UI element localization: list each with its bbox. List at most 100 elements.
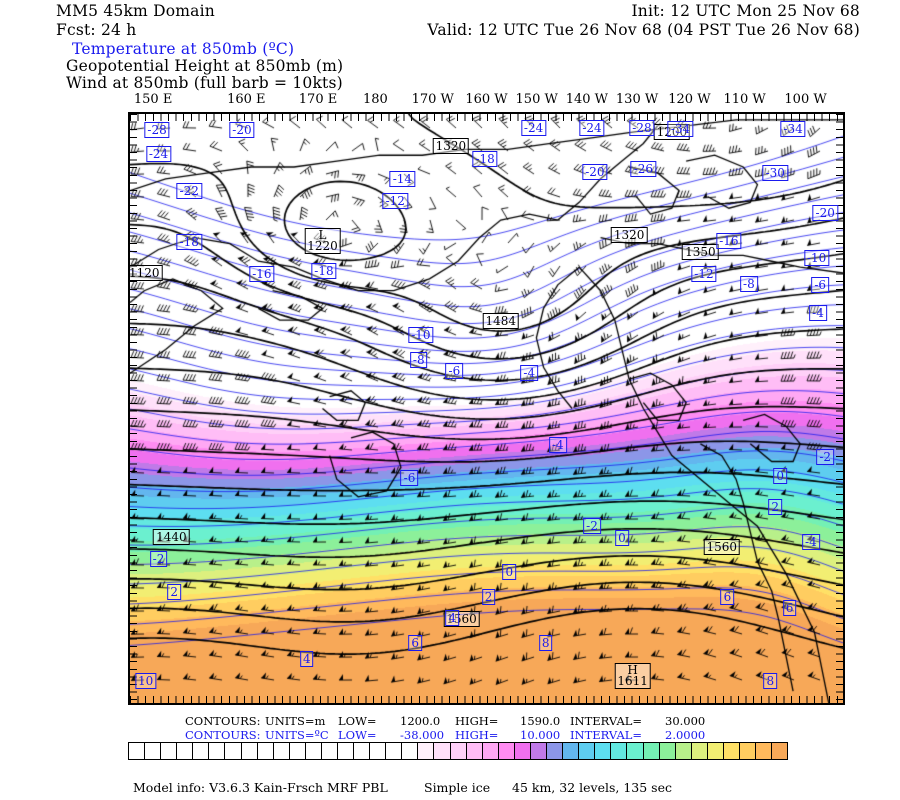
temperature-contour-label: -20: [229, 122, 255, 139]
colorbar-cell: [739, 743, 757, 759]
temperature-contour-label: -4: [520, 365, 539, 382]
legend-temp-interval-label: INTERVAL=: [570, 728, 643, 742]
temperature-contour-label: -12: [382, 193, 408, 210]
colorbar-cell: [241, 743, 258, 759]
temperature-contour-label: 4: [299, 650, 314, 667]
colorbar-cell: [772, 743, 788, 759]
model-info-physics: Model info: V3.6.3 Kain-Frsch MRF PBL: [133, 780, 388, 795]
colorbar-cell: [659, 743, 676, 759]
init-time: Init: 12 UTC Mon 25 Nov 68: [631, 2, 860, 20]
longitude-axis: 150 E 160 E 170 E 180 170 W 160 W 150 W 140 W 13…: [128, 92, 845, 108]
temperature-contour-label: -34: [780, 121, 806, 138]
height-contour-label: 1350: [682, 244, 719, 261]
pressure-center-marker: H: [627, 663, 638, 678]
map-plot-area[interactable]: 1200 1320 1320 1350 L 1220 1120 1484 1440 1560 156…: [128, 112, 845, 705]
colorbar-cell: [305, 743, 322, 759]
legend-height-units: UNITS=m: [265, 714, 326, 728]
longitude-tick: 150 W: [515, 92, 558, 107]
temperature-contour-label: -2: [816, 448, 835, 465]
longitude-tick: 160 E: [227, 92, 266, 107]
longitude-tick: 150 E: [133, 92, 173, 107]
height-contour-label: 1120: [130, 265, 163, 282]
temperature-colorbar[interactable]: [128, 742, 788, 760]
legend-temp-units: UNITS=ºC: [265, 728, 329, 742]
colorbar-cell: [691, 743, 708, 759]
height-contour-label: 1484: [482, 313, 520, 330]
colorbar-cell: [498, 743, 515, 759]
model-info-microphysics: Simple ice: [424, 780, 491, 795]
temperature-contour-label: -6: [445, 363, 464, 380]
temperature-contour-label: 2: [167, 584, 182, 601]
temperature-contour-label: -22: [176, 182, 202, 199]
colorbar-cell: [129, 743, 146, 759]
legend-height-high-value: 1590.0: [520, 714, 561, 728]
temperature-contour-label: -20: [812, 204, 838, 221]
temperature-contour-label: 4: [445, 610, 460, 627]
colorbar-cell: [466, 743, 483, 759]
colorbar-cell: [209, 743, 226, 759]
colorbar-cell: [289, 743, 306, 759]
legend-height-interval-value: 30.000: [665, 714, 706, 728]
model-info-resolution: 45 km, 32 levels, 135 sec: [512, 780, 672, 795]
temperature-contour-label: 2: [768, 499, 783, 516]
pressure-center-value: 1611: [617, 674, 648, 689]
colorbar-cell: [321, 743, 339, 759]
pressure-center-value: 1220: [307, 238, 338, 253]
temperature-contour-label: -16: [716, 232, 742, 249]
legend-temp-high-label: HIGH=: [455, 728, 499, 742]
temperature-contour-label: -2: [583, 518, 601, 535]
colorbar-cell: [530, 743, 548, 759]
temperature-contour-label: -34: [667, 121, 694, 138]
colorbar-cell: [579, 743, 596, 759]
legend-height-high-label: HIGH=: [455, 714, 499, 728]
temperature-contour-label: 0: [502, 564, 517, 581]
colorbar-cell: [675, 743, 692, 759]
temperature-contour-label: 0: [615, 530, 629, 547]
temperature-contour-label: 0: [773, 468, 788, 485]
legend-height-low-value: 1200.0: [400, 714, 441, 728]
map-canvas: [130, 114, 843, 703]
colorbar-cell: [386, 743, 403, 759]
temperature-contour-label: -24: [579, 120, 605, 137]
legend-temp-contours-label: CONTOURS:: [185, 728, 261, 742]
colorbar-cell: [225, 743, 242, 759]
height-contour-label: H 1611: [614, 663, 651, 690]
field-label-wind: Wind at 850mb (full barb = 10kts): [66, 74, 343, 92]
longitude-tick: 130 W: [615, 92, 659, 107]
pressure-center-marker: L: [318, 227, 327, 242]
colorbar-cell: [354, 743, 371, 759]
temperature-contour-label: 10: [135, 673, 157, 690]
temperature-contour-label: 8: [763, 672, 778, 689]
temperature-contour-label: -10: [408, 326, 434, 343]
field-label-height: Geopotential Height at 850mb (m): [66, 57, 344, 75]
temperature-contour-label: 6: [408, 634, 423, 651]
colorbar-cell: [563, 743, 580, 759]
longitude-tick: 160 W: [465, 92, 508, 107]
longitude-tick: 170 E: [298, 92, 338, 107]
colorbar-cell: [145, 743, 162, 759]
colorbar-cell: [627, 743, 644, 759]
colorbar-cell: [756, 743, 773, 759]
colorbar-cell: [611, 743, 628, 759]
colorbar-cell: [707, 743, 724, 759]
colorbar-cell: [177, 743, 194, 759]
legend-height-contours-label: CONTOURS:: [185, 714, 261, 728]
longitude-tick: 120 W: [668, 92, 711, 107]
colorbar-cell: [370, 743, 387, 759]
height-contour-label: L 1220: [304, 227, 341, 254]
temperature-contour-label: -20: [582, 163, 608, 180]
temperature-contour-label: -8: [740, 275, 758, 292]
temperature-contour-label: -24: [145, 146, 172, 163]
longitude-tick: 100 W: [784, 92, 827, 107]
temperature-contour-label: -28: [629, 120, 655, 137]
colorbar-cell: [547, 743, 564, 759]
colorbar-cell: [193, 743, 210, 759]
longitude-tick: 140 W: [565, 92, 609, 107]
field-label-temperature: Temperature at 850mb (ºC): [72, 40, 295, 58]
colorbar-cell: [273, 743, 290, 759]
height-contour-label: 1200: [653, 123, 691, 140]
colorbar-cell: [514, 743, 531, 759]
colorbar-cell: [723, 743, 740, 759]
height-contour-label: 1320: [432, 138, 470, 155]
temperature-contour-label: -12: [691, 266, 717, 283]
